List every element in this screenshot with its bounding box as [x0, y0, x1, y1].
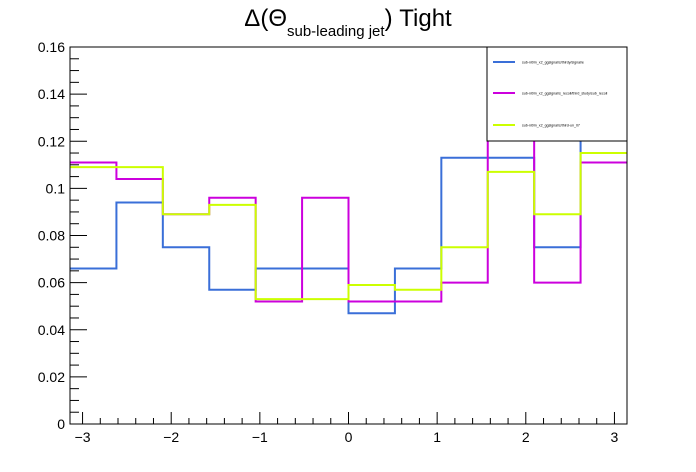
- legend-entry-3: sub-nl0m_x2_ggsignal/s/third-un_07: [522, 124, 580, 128]
- y-tick-label: 0.02: [38, 369, 65, 385]
- chart-title-subscript: sub-leading jet: [287, 23, 385, 40]
- x-tick-label: 3: [611, 429, 619, 445]
- x-tick-label: −2: [163, 429, 179, 445]
- series-line-3: [70, 152, 627, 301]
- chart-title: Δ(Θsub-leading jet) Tight: [244, 5, 452, 40]
- y-tick-label: 0.1: [46, 180, 66, 196]
- legend-entry-1: sub-nl0m_x2_ggsignal/s/thirdy/signal/e: [522, 61, 584, 65]
- y-tick-label: 0.14: [38, 86, 65, 102]
- x-tick-label: −3: [75, 429, 91, 445]
- y-tick-label: 0.16: [38, 39, 65, 55]
- y-tick-label: 0: [57, 416, 65, 432]
- x-tick-label: 1: [433, 429, 441, 445]
- axes: 0 0.02 0.04 0.06 0.08 0.1 0.12 0.14 0.16 −3 −2 −1 0 1…: [38, 39, 628, 445]
- y-tick-label: 0.04: [38, 322, 65, 338]
- legend: sub-nl0m_x2_ggsignal/s/thirdy/signal/esu…: [486, 46, 628, 142]
- chart-title-suffix: ) Tight: [385, 5, 452, 32]
- legend-entry-2: sub-nl0m_x2_ggsignal/s_recoil/third_stud…: [522, 92, 608, 96]
- x-tick-label: 0: [345, 429, 353, 445]
- chart-title-prefix: Δ(Θ: [244, 5, 287, 32]
- y-tick-label: 0.08: [38, 228, 65, 244]
- series-group: [70, 47, 627, 315]
- y-tick-label: 0.06: [38, 275, 65, 291]
- y-tick-label: 0.12: [38, 133, 65, 149]
- x-tick-label: −1: [252, 429, 268, 445]
- x-tick-label: 2: [522, 429, 530, 445]
